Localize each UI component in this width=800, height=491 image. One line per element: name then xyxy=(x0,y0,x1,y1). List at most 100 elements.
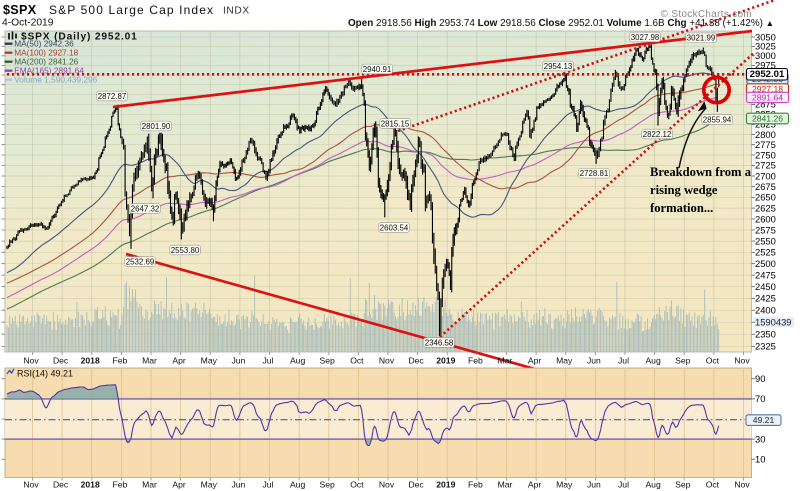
svg-text:Jun: Jun xyxy=(587,480,601,490)
svg-text:Nov: Nov xyxy=(379,356,395,366)
svg-text:Oct: Oct xyxy=(350,356,364,366)
svg-text:MA(200) 2841.26: MA(200) 2841.26 xyxy=(14,57,78,67)
svg-text:formation...: formation... xyxy=(650,201,713,215)
svg-text:2018: 2018 xyxy=(81,356,100,366)
svg-text:2815.15: 2815.15 xyxy=(381,119,410,128)
svg-text:3000: 3000 xyxy=(755,50,776,61)
svg-text:Sep: Sep xyxy=(675,356,691,366)
svg-text:2952.01: 2952.01 xyxy=(750,69,785,80)
svg-text:3027.98: 3027.98 xyxy=(631,33,660,42)
svg-text:2675: 2675 xyxy=(755,181,776,192)
svg-text:Jul: Jul xyxy=(618,356,629,366)
svg-text:2822.12: 2822.12 xyxy=(643,130,672,139)
svg-text:Jun: Jun xyxy=(231,356,245,366)
svg-text:2550: 2550 xyxy=(755,235,776,246)
svg-text:3050: 3050 xyxy=(755,31,776,42)
svg-text:$SPX: $SPX xyxy=(3,3,37,17)
svg-text:2475: 2475 xyxy=(755,269,776,280)
svg-text:2875: 2875 xyxy=(755,99,776,110)
svg-text:Apr: Apr xyxy=(528,356,542,366)
svg-text:2019: 2019 xyxy=(436,480,455,490)
svg-text:Sep: Sep xyxy=(675,480,691,490)
svg-text:4-Oct-2019: 4-Oct-2019 xyxy=(2,18,54,29)
svg-text:Nov: Nov xyxy=(734,356,750,366)
svg-text:May: May xyxy=(201,480,218,490)
svg-text:2650: 2650 xyxy=(755,192,776,203)
svg-text:2553.80: 2553.80 xyxy=(171,246,200,255)
svg-text:2725: 2725 xyxy=(755,160,776,171)
svg-text:3025: 3025 xyxy=(755,41,776,52)
svg-text:Oct: Oct xyxy=(350,480,364,490)
svg-text:Mar: Mar xyxy=(498,480,513,490)
svg-text:2018: 2018 xyxy=(81,480,100,490)
svg-text:Jul: Jul xyxy=(263,480,274,490)
svg-text:Mar: Mar xyxy=(498,356,513,366)
svg-text:2600: 2600 xyxy=(755,213,776,224)
svg-text:Nov: Nov xyxy=(23,356,39,366)
svg-text:Apr: Apr xyxy=(172,480,186,490)
svg-text:2603.54: 2603.54 xyxy=(380,223,409,232)
svg-text:Oct: Oct xyxy=(706,356,720,366)
svg-text:2750: 2750 xyxy=(755,149,776,160)
svg-text:2954.13: 2954.13 xyxy=(544,62,573,71)
svg-text:Aug: Aug xyxy=(645,356,661,366)
svg-text:2525: 2525 xyxy=(755,247,776,258)
svg-text:49.21: 49.21 xyxy=(753,415,775,425)
svg-text:3021.99: 3021.99 xyxy=(687,34,716,43)
svg-text:90: 90 xyxy=(755,373,765,384)
svg-text:Jun: Jun xyxy=(587,356,601,366)
svg-text:2927.18: 2927.18 xyxy=(752,84,783,94)
svg-text:2872.87: 2872.87 xyxy=(98,92,127,101)
svg-text:Jul: Jul xyxy=(263,356,274,366)
svg-text:Breakdown from a: Breakdown from a xyxy=(650,165,752,179)
svg-text:10: 10 xyxy=(755,454,765,465)
svg-text:Nov: Nov xyxy=(23,480,39,490)
svg-text:MA(100) 2927.18: MA(100) 2927.18 xyxy=(14,48,78,58)
svg-text:2841.26: 2841.26 xyxy=(752,114,783,124)
svg-text:2801.90: 2801.90 xyxy=(142,122,171,131)
svg-text:1590439: 1590439 xyxy=(755,317,792,328)
svg-text:Jun: Jun xyxy=(231,480,245,490)
svg-text:S&P 500 Large Cap Index: S&P 500 Large Cap Index xyxy=(49,3,213,17)
svg-text:2775: 2775 xyxy=(755,139,776,150)
svg-text:2800: 2800 xyxy=(755,129,776,140)
svg-text:2891.64: 2891.64 xyxy=(752,93,783,103)
svg-text:Jul: Jul xyxy=(618,480,629,490)
svg-text:2855.94: 2855.94 xyxy=(703,115,732,124)
svg-text:EMA(165) 2891.64: EMA(165) 2891.64 xyxy=(14,66,84,76)
svg-text:2575: 2575 xyxy=(755,224,776,235)
svg-text:Oct: Oct xyxy=(706,480,720,490)
svg-text:Feb: Feb xyxy=(112,356,127,366)
svg-text:Aug: Aug xyxy=(645,480,661,490)
svg-text:30: 30 xyxy=(755,433,765,444)
svg-text:Aug: Aug xyxy=(290,480,306,490)
svg-text:2450: 2450 xyxy=(755,281,776,292)
svg-text:2350: 2350 xyxy=(755,329,776,340)
svg-text:Nov: Nov xyxy=(379,480,395,490)
svg-text:Nov: Nov xyxy=(734,480,750,490)
svg-text:2400: 2400 xyxy=(755,305,776,316)
svg-text:Sep: Sep xyxy=(320,356,336,366)
svg-text:Apr: Apr xyxy=(172,356,186,366)
svg-text:Mar: Mar xyxy=(142,480,157,490)
svg-text:© StockCharts.com: © StockCharts.com xyxy=(661,9,752,20)
svg-text:May: May xyxy=(556,480,573,490)
svg-text:MA(50) 2942.36: MA(50) 2942.36 xyxy=(14,39,74,49)
svg-text:Feb: Feb xyxy=(112,480,127,490)
svg-text:rising wedge: rising wedge xyxy=(650,183,718,197)
svg-text:Apr: Apr xyxy=(528,480,542,490)
svg-text:Dec: Dec xyxy=(408,480,424,490)
svg-text:2625: 2625 xyxy=(755,202,776,213)
svg-text:RSI(14) 49.21: RSI(14) 49.21 xyxy=(17,369,73,379)
svg-text:2700: 2700 xyxy=(755,170,776,181)
svg-text:2019: 2019 xyxy=(436,356,455,366)
svg-text:70: 70 xyxy=(755,393,765,404)
svg-text:$SPX (Daily) 2952.01: $SPX (Daily) 2952.01 xyxy=(21,31,138,42)
svg-text:2325: 2325 xyxy=(755,341,776,352)
svg-text:2647.32: 2647.32 xyxy=(131,204,160,213)
svg-text:Mar: Mar xyxy=(142,356,157,366)
svg-text:Aug: Aug xyxy=(290,356,306,366)
svg-text:Open 2918.56 High 2953.74 Low: Open 2918.56 High 2953.74 Low 2918.56 Cl… xyxy=(348,18,774,29)
svg-text:May: May xyxy=(556,356,573,366)
svg-text:2500: 2500 xyxy=(755,258,776,269)
